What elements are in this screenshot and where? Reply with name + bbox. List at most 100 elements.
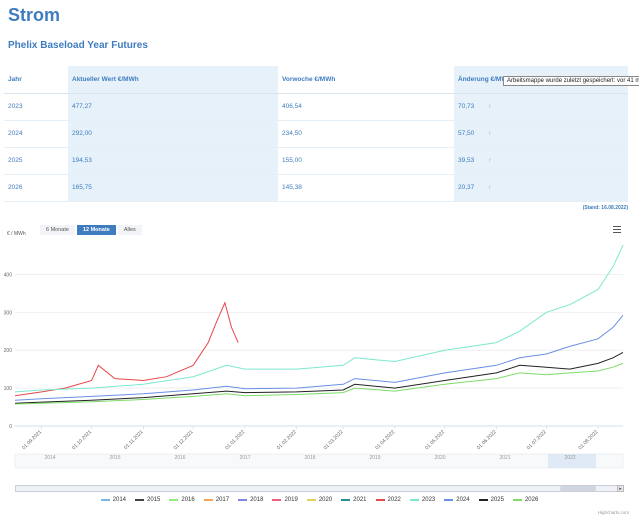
range-all-button[interactable]: Alles — [117, 225, 142, 235]
navigator-thumb[interactable] — [560, 486, 596, 491]
arrow-up-icon: ↑ — [488, 184, 492, 191]
legend-swatch — [409, 499, 419, 501]
page-subtitle: Phelix Baseload Year Futures — [8, 40, 148, 51]
navigator-year-label: 2017 — [239, 455, 250, 461]
navigator-scrollbar[interactable] — [15, 485, 624, 492]
x-tick-label: 01.05.2022 — [424, 429, 446, 451]
navigator-year-label: 2020 — [434, 455, 445, 461]
x-tick-label: 01.03.2022 — [323, 429, 345, 451]
x-tick-label: 01.02.2022 — [276, 429, 298, 451]
cell-prev: 145,38 — [278, 174, 454, 202]
cell-current: 165,75 — [68, 174, 278, 202]
cell-change: 20,37 ↑ — [454, 174, 628, 202]
navigator-year-label: 2016 — [174, 455, 185, 461]
cell-prev: 406,54 — [278, 93, 454, 121]
legend-swatch — [444, 499, 454, 501]
page-title: Strom — [8, 5, 61, 25]
legend-swatch — [375, 499, 385, 501]
legend-swatch — [306, 499, 316, 501]
navigator-year-label: 2014 — [44, 455, 55, 461]
x-tick-label: 01.10.2021 — [71, 429, 93, 451]
y-tick-label: 0 — [9, 424, 12, 430]
legend-item-2021[interactable]: 2021 — [341, 497, 367, 503]
cell-change: 70,73 ↑ — [454, 93, 628, 121]
legend-swatch — [238, 499, 248, 501]
arrow-up-icon: ↑ — [488, 103, 492, 110]
y-tick-label: 300 — [4, 310, 13, 316]
x-tick-label: 01.08.2022 — [577, 429, 599, 451]
legend-label: 2018 — [250, 497, 264, 503]
x-tick-label: 01.04.2022 — [374, 429, 396, 451]
cell-prev: 234,50 — [278, 120, 454, 148]
legend-label: 2016 — [181, 497, 195, 503]
legend-label: 2019 — [284, 497, 298, 503]
legend-item-2016[interactable]: 2016 — [169, 497, 195, 503]
x-tick-label: 01.12.2021 — [173, 429, 195, 451]
legend-item-2015[interactable]: 2015 — [135, 497, 160, 503]
range-6-months-button[interactable]: 6 Monate — [40, 225, 75, 235]
legend-item-2026[interactable]: 2026 — [512, 497, 539, 503]
col-header-prev: Vorwoche €/MWh — [278, 66, 454, 94]
series-line-2026 — [14, 362, 624, 405]
legend-label: 2026 — [524, 497, 539, 503]
navigator-area — [14, 453, 624, 469]
legend-label: 2022 — [387, 497, 401, 503]
change-value: 57,50 — [458, 130, 475, 137]
cell-change: 57,50 ↑ — [454, 120, 628, 148]
legend-swatch — [272, 499, 282, 501]
legend-item-2014[interactable]: 2014 — [100, 497, 126, 503]
save-status-tooltip: Arbeitsmappe wurde zuletzt gespeichert: … — [503, 76, 639, 86]
x-tick-label: 01.11.2021 — [123, 429, 145, 451]
legend-item-2022[interactable]: 2022 — [375, 497, 401, 503]
cell-year: 2024 — [4, 120, 68, 148]
navigator-year-label: 2015 — [109, 455, 120, 461]
legend-label: 2021 — [353, 497, 367, 503]
cell-prev: 155,00 — [278, 147, 454, 175]
x-tick-label: 01.06.2022 — [476, 429, 498, 451]
legend-item-2025[interactable]: 2025 — [478, 497, 504, 503]
legend-swatch — [478, 499, 488, 501]
x-tick-label: 01.09.2021 — [21, 429, 43, 451]
series-line-2025 — [14, 351, 624, 404]
legend-label: 2025 — [490, 497, 504, 503]
legend-swatch — [203, 499, 213, 501]
legend-label: 2024 — [456, 497, 470, 503]
range-selector: 6 Monate 12 Monate Alles — [40, 225, 142, 235]
navigator-year-label: 2022 — [564, 455, 575, 461]
highcharts-credit[interactable]: Highcharts.com — [597, 510, 629, 515]
legend-item-2019[interactable]: 2019 — [272, 497, 298, 503]
legend-label: 2020 — [318, 497, 333, 503]
stand-date: (Stand: 16.08.2022) — [582, 205, 628, 211]
table-row: 2026 165,75 145,38 20,37 ↑ — [4, 174, 628, 202]
arrow-up-icon: ↑ — [488, 130, 492, 137]
navigator-year-label: 2021 — [499, 455, 510, 461]
table-header-row: Jahr Aktueller Wert €/MWh Vorwoche €/MWh… — [4, 66, 628, 94]
hamburger-menu-icon[interactable] — [613, 226, 621, 233]
legend-item-2020[interactable]: 2020 — [306, 497, 333, 503]
legend-swatch — [512, 499, 522, 501]
y-tick-label: 200 — [4, 348, 13, 354]
legend-item-2017[interactable]: 2017 — [203, 497, 230, 503]
series-line-2024 — [14, 314, 624, 401]
legend-label: 2017 — [215, 497, 230, 503]
cell-current: 477,27 — [68, 93, 278, 121]
table-row: 2025 194,53 155,00 39,53 ↑ — [4, 147, 628, 175]
navigator-right-button[interactable]: ▸ — [617, 485, 624, 492]
change-value: 20,37 — [458, 184, 475, 191]
series-line-2023 — [14, 244, 624, 393]
range-12-months-button[interactable]: 12 Monate — [76, 225, 116, 235]
legend-swatch — [135, 499, 145, 501]
legend-item-2018[interactable]: 2018 — [238, 497, 263, 503]
col-header-current: Aktueller Wert €/MWh — [68, 66, 278, 94]
legend-label: 2015 — [147, 497, 161, 503]
navigator-year-label: 2018 — [304, 455, 315, 461]
legend-swatch — [341, 499, 351, 501]
x-tick-label: 01.07.2022 — [526, 429, 548, 451]
legend-item-2023[interactable]: 2023 — [409, 497, 436, 503]
navigator-year-label: 2019 — [369, 455, 380, 461]
y-axis-unit: € / MWh — [7, 231, 26, 237]
change-value: 39,53 — [458, 157, 475, 164]
legend-label: 2023 — [421, 497, 436, 503]
legend-item-2024[interactable]: 2024 — [444, 497, 470, 503]
chart-legend: 2014 2015 2016 2017 2018 2019 2020 2021 2022 2023… — [0, 497, 639, 503]
